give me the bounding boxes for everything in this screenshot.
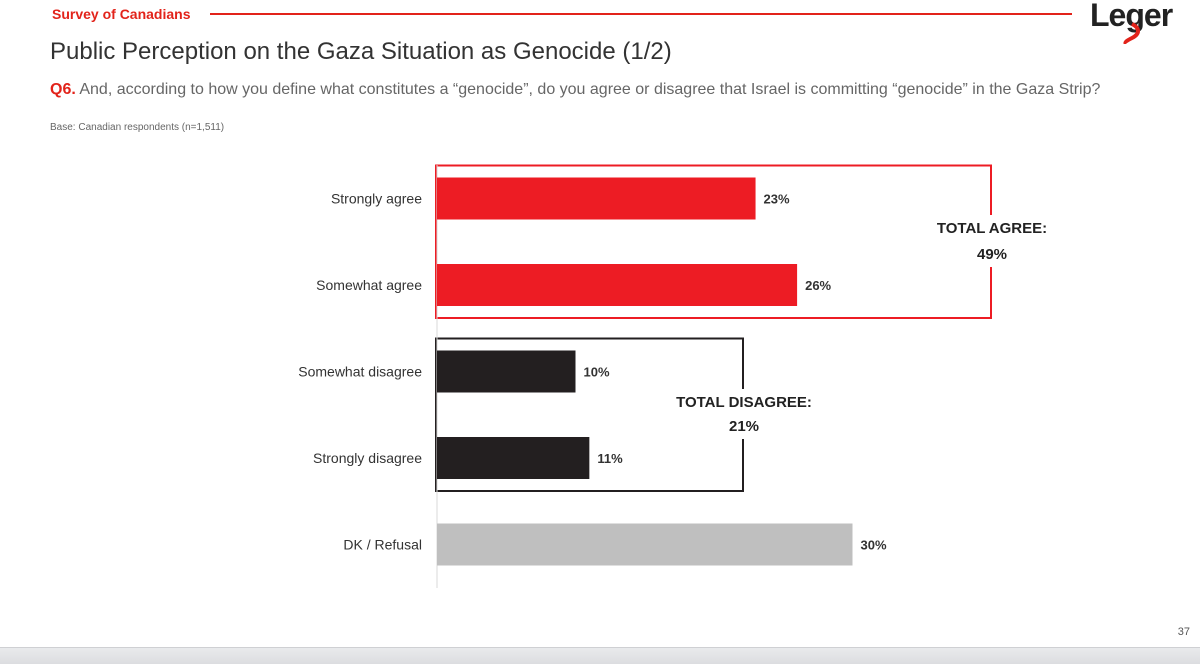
value-label-somewhat-disagree: 10% — [584, 365, 610, 380]
total-agree-value: 49% — [977, 246, 1007, 263]
bar-dk-refusal — [437, 523, 853, 566]
bar-somewhat-disagree — [437, 350, 576, 393]
category-label-strongly-disagree: Strongly disagree — [313, 450, 422, 466]
leger-logo: Leger — [1090, 0, 1174, 44]
logo-swash — [1123, 22, 1140, 44]
logo-text: Leger — [1090, 0, 1173, 33]
footer-bar — [0, 647, 1200, 664]
value-label-dk-refusal: 30% — [861, 538, 887, 553]
page-title: Public Perception on the Gaza Situation … — [50, 38, 672, 65]
category-label-strongly-agree: Strongly agree — [331, 191, 422, 207]
value-label-strongly-agree: 23% — [764, 192, 790, 207]
total-agree-backdrop — [929, 215, 1055, 267]
page-number: 37 — [1177, 626, 1190, 638]
total-disagree-backdrop — [670, 389, 818, 439]
category-label-somewhat-agree: Somewhat agree — [316, 277, 422, 293]
total-disagree-value: 21% — [729, 418, 759, 435]
bar-strongly-disagree — [437, 437, 590, 479]
bar-somewhat-agree — [437, 264, 798, 306]
question-number: Q6. — [50, 81, 76, 98]
category-label-dk-refusal: DK / Refusal — [343, 537, 422, 553]
base-note: Base: Canadian respondents (n=1,511) — [50, 122, 225, 133]
header-rule — [210, 13, 1072, 15]
survey-label: Survey of Canadians — [52, 6, 191, 22]
question: Q6. And, according to how you define wha… — [50, 79, 1140, 100]
bar-strongly-agree — [437, 177, 756, 220]
value-label-strongly-disagree: 11% — [597, 451, 623, 466]
category-label-somewhat-disagree: Somewhat disagree — [298, 364, 422, 380]
total-disagree-label: TOTAL DISAGREE: — [676, 394, 812, 411]
question-text: And, according to how you define what co… — [79, 81, 1101, 98]
total-agree-label: TOTAL AGREE: — [937, 220, 1047, 237]
value-label-somewhat-agree: 26% — [805, 278, 831, 293]
